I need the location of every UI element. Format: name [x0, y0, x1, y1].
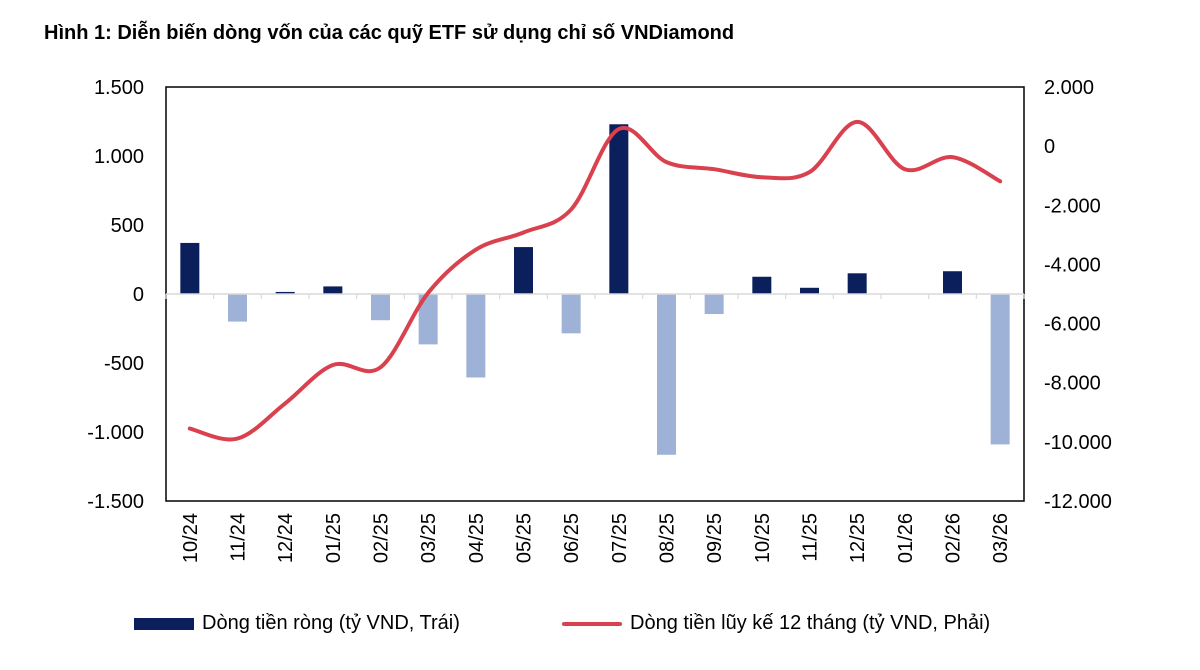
left-tick-label: 500 [111, 215, 144, 237]
left-tick-label: -500 [104, 353, 144, 375]
cumulative-flow-line [187, 119, 1003, 442]
bar-07/25 [609, 124, 629, 294]
bar-12/24 [275, 291, 295, 294]
right-tick-label: 0 [1044, 136, 1055, 158]
right-tick-label: 2.000 [1044, 77, 1094, 99]
legend-label-line: Dòng tiền lũy kế 12 tháng (tỷ VND, Phải) [630, 612, 991, 634]
x-tick-label: 02/26 [943, 513, 965, 563]
bar-12/25 [847, 273, 867, 294]
x-tick-label: 01/26 [895, 513, 917, 563]
x-tick-label: 05/25 [514, 513, 536, 563]
left-tick-label: 1.000 [94, 146, 144, 168]
left-tick-label: -1.500 [87, 491, 144, 513]
x-tick-label: 09/25 [704, 513, 726, 563]
bar-03/26 [990, 294, 1010, 445]
left-tick-label: -1.000 [87, 422, 144, 444]
bar-10/25 [752, 276, 772, 294]
bar-11/24 [228, 294, 247, 322]
chart-title: Hình 1: Diễn biến dòng vốn của các quỹ E… [44, 22, 735, 44]
x-tick-label: 12/25 [847, 513, 869, 563]
left-tick-label: 0 [133, 284, 144, 306]
x-tick-label: 03/25 [418, 513, 440, 563]
bar-08/25 [657, 294, 676, 455]
bar-09/25 [704, 294, 724, 315]
bar-02/26 [943, 271, 962, 294]
x-tick-label: 12/24 [275, 513, 297, 563]
x-tick-label: 08/25 [657, 513, 679, 563]
x-tick-label: 10/24 [180, 513, 202, 563]
bar-05/25 [514, 247, 533, 294]
right-tick-label: -10.000 [1044, 432, 1112, 454]
bar-11/25 [800, 287, 819, 294]
x-tick-label: 04/25 [466, 513, 488, 563]
legend-line-swatch [562, 621, 622, 626]
bar-01/25 [323, 286, 343, 294]
bar-10/24 [180, 242, 200, 294]
x-tick-label: 07/25 [609, 513, 631, 563]
x-tick-label: 11/25 [800, 513, 822, 562]
bar-04/25 [466, 294, 486, 378]
left-tick-label: 1.500 [94, 77, 144, 99]
legend-bar-swatch [134, 617, 194, 630]
x-tick-label: 10/25 [752, 513, 774, 563]
legend-label-bar: Dòng tiền ròng (tỷ VND, Trái) [202, 612, 460, 634]
right-tick-label: -12.000 [1044, 491, 1112, 513]
right-tick-label: -6.000 [1044, 314, 1101, 336]
right-tick-label: -2.000 [1044, 195, 1101, 217]
legend-item-line: Dòng tiền lũy kế 12 tháng (tỷ VND, Phải) [562, 612, 990, 635]
x-tick-label: 06/25 [561, 513, 583, 563]
x-tick-label: 02/25 [371, 513, 393, 563]
bar-06/25 [561, 294, 581, 334]
x-tick-label: 03/26 [990, 513, 1012, 563]
x-tick-label: 11/24 [228, 513, 250, 562]
bar-03/25 [418, 294, 438, 345]
right-tick-label: -8.000 [1044, 373, 1101, 395]
right-tick-label: -4.000 [1044, 254, 1101, 276]
x-tick-label: 01/25 [323, 513, 345, 563]
legend-item-bar: Dòng tiền ròng (tỷ VND, Trái) [134, 612, 460, 635]
bar-02/25 [371, 294, 390, 321]
